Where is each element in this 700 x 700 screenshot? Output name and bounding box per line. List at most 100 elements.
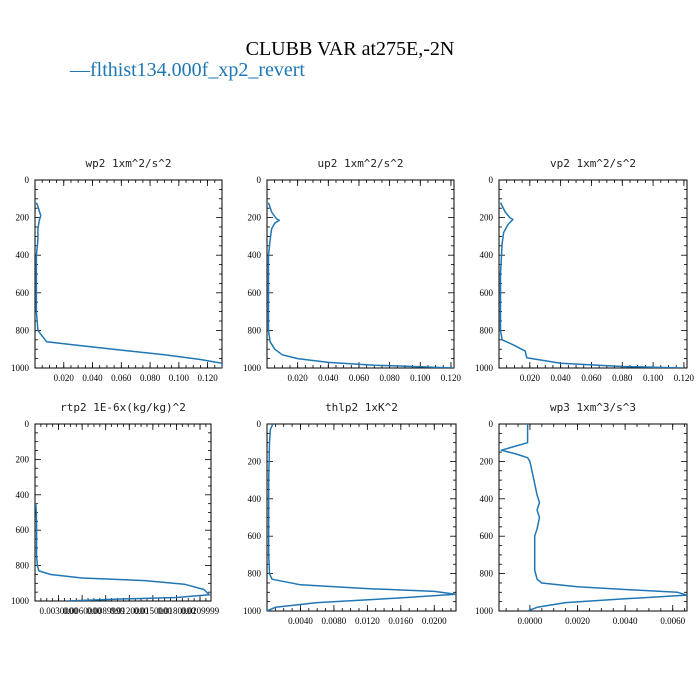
panel-title: vp2 1xm^2/s^2 [550, 157, 636, 170]
x-tick-label: 0.0060000 [63, 606, 102, 616]
legend: — flthist134.000f_xp2_revert [69, 59, 305, 81]
y-tick-label: 600 [480, 288, 494, 298]
legend-marker: — [69, 59, 91, 81]
x-tick-label: 0.080 [379, 373, 400, 383]
x-tick-label: 0.0209999 [181, 606, 220, 616]
x-tick-label: 0.040 [318, 373, 339, 383]
panel-title: thlp2 1xK^2 [325, 401, 398, 414]
y-tick-label: 400 [16, 250, 30, 260]
y-tick-label: 800 [16, 561, 30, 571]
y-tick-label: 400 [480, 250, 494, 260]
x-tick-label: 0.060 [581, 373, 602, 383]
x-tick-label: 0.100 [169, 373, 190, 383]
y-tick-label: 800 [480, 569, 494, 579]
x-tick-label: 0.120 [441, 373, 462, 383]
plot-frame [266, 179, 455, 369]
x-tick-label: 0.120 [674, 373, 695, 383]
series-line [267, 424, 456, 611]
x-tick-label: 0.100 [410, 373, 431, 383]
x-tick-label: 0.0160 [388, 616, 413, 626]
x-tick-label: 0.0080 [322, 616, 347, 626]
plot-frame [266, 423, 457, 612]
x-tick-label: 0.0020 [565, 616, 590, 626]
x-tick-label: 0.0040 [288, 616, 313, 626]
y-tick-label: 200 [248, 213, 262, 223]
y-tick-label: 0 [25, 419, 30, 429]
x-tick-label: 0.0120000 [110, 606, 149, 616]
x-tick-label: 0.040 [82, 373, 103, 383]
y-tick-label: 0 [257, 175, 262, 185]
x-tick-label: 0.060 [111, 373, 132, 383]
y-tick-label: 0 [489, 419, 494, 429]
x-tick-label: 0.100 [643, 373, 664, 383]
y-tick-label: 1000 [475, 363, 494, 373]
x-tick-label: 0.0120 [355, 616, 380, 626]
y-tick-label: 600 [16, 525, 30, 535]
series-line [499, 202, 684, 368]
y-tick-label: 0 [257, 419, 262, 429]
panels: wp2 1xm^2/s^2 0 200 400 600 800 1000 0.020 0.040… [11, 157, 695, 626]
plot-frame [34, 179, 223, 369]
y-tick-label: 200 [16, 213, 30, 223]
y-tick-label: 200 [16, 454, 30, 464]
y-tick-label: 0 [489, 175, 494, 185]
x-tick-label: 0.0180000 [157, 606, 196, 616]
x-tick-label: 0.120 [197, 373, 218, 383]
panel-2: up2 1xm^2/s^2 0 200 400 600 800 1000 0.020 0.040… [243, 157, 462, 383]
panel-6: wp3 1xm^3/s^3 0 200 400 600 800 1000 0.0000 0.00… [475, 401, 688, 626]
panel-5: thlp2 1xK^2 0 200 400 600 800 1000 0.0040 0.0080… [243, 401, 457, 626]
y-tick-label: 600 [248, 531, 262, 541]
series-line [267, 202, 454, 368]
y-tick-label: 400 [16, 490, 30, 500]
panel-1: wp2 1xm^2/s^2 0 200 400 600 800 1000 0.020 0.040… [11, 157, 223, 383]
y-tick-label: 1000 [11, 596, 30, 606]
x-tick-label: 0.0200 [422, 616, 447, 626]
x-tick-label: 0.020 [288, 373, 309, 383]
y-tick-label: 1000 [243, 363, 262, 373]
series-line [500, 424, 687, 611]
x-tick-label: 0.0040 [613, 616, 638, 626]
legend-label: flthist134.000f_xp2_revert [90, 59, 305, 81]
panel-title: up2 1xm^2/s^2 [317, 157, 403, 170]
x-tick-label: 0.0150000 [134, 606, 173, 616]
x-tick-label: 0.040 [551, 373, 572, 383]
y-tick-label: 200 [248, 456, 262, 466]
figure-title: CLUBB VAR at275E,-2N [246, 38, 455, 60]
y-tick-label: 1000 [11, 363, 30, 373]
plot-frame [34, 423, 212, 602]
panel-3: vp2 1xm^2/s^2 0 200 400 600 800 1000 0.020 0.040… [475, 157, 695, 383]
y-tick-label: 200 [480, 456, 494, 466]
x-tick-label: 0.060 [349, 373, 370, 383]
panel-4: rtp2 1E-6x(kg/kg)^2 0 200 400 600 800 1000 0.00… [11, 401, 220, 616]
y-tick-label: 800 [248, 569, 262, 579]
y-tick-label: 1000 [475, 606, 494, 616]
plot-frame [498, 423, 688, 612]
y-tick-label: 800 [248, 325, 262, 335]
x-tick-label: 0.080 [612, 373, 633, 383]
y-tick-label: 400 [480, 494, 494, 504]
x-tick-label: 0.020 [520, 373, 541, 383]
x-tick-label: 0.080 [140, 373, 161, 383]
y-tick-label: 1000 [243, 606, 262, 616]
y-tick-label: 400 [248, 494, 262, 504]
y-tick-label: 400 [248, 250, 262, 260]
panel-title: wp3 1xm^3/s^3 [550, 401, 636, 414]
y-tick-label: 600 [480, 531, 494, 541]
series-line [35, 202, 222, 368]
y-tick-label: 600 [16, 288, 30, 298]
x-tick-label: 0.0030000 [39, 606, 78, 616]
x-tick-label: 0.0060 [660, 616, 685, 626]
panel-title: wp2 1xm^2/s^2 [85, 157, 171, 170]
y-tick-label: 800 [16, 325, 30, 335]
x-tick-label: 0.020 [54, 373, 75, 383]
y-tick-label: 0 [25, 175, 30, 185]
series-line [35, 503, 211, 601]
y-tick-label: 800 [480, 325, 494, 335]
x-tick-label: 0.0000 [518, 616, 543, 626]
panel-title: rtp2 1E-6x(kg/kg)^2 [60, 401, 186, 414]
x-tick-label: 0.0089999 [87, 606, 126, 616]
y-tick-label: 200 [480, 213, 494, 223]
plot-frame [498, 179, 688, 369]
y-tick-label: 600 [248, 288, 262, 298]
